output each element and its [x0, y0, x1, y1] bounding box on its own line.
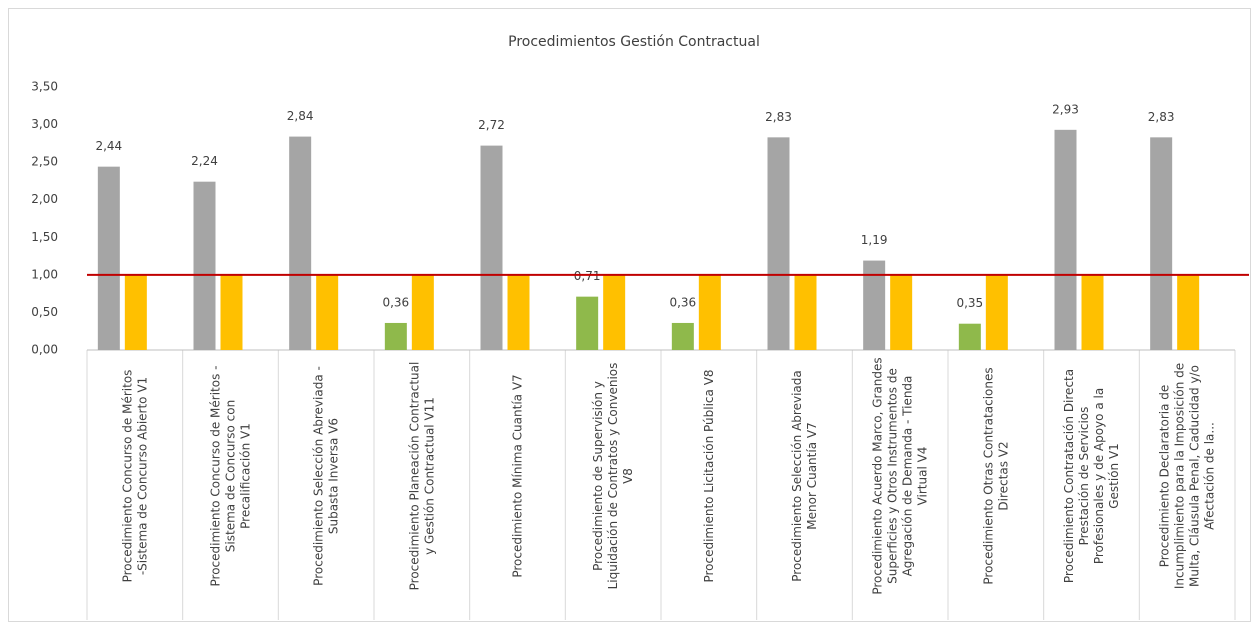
bar	[1054, 129, 1077, 350]
y-tick-label: 3,00	[31, 117, 58, 131]
x-tick-label-line: Procedimiento Planeación Contractual	[407, 362, 421, 591]
bar	[671, 322, 694, 350]
x-tick-label-line: Virtual V4	[915, 447, 929, 506]
bar	[958, 323, 981, 350]
x-tick-label-line: Procedimiento Concurso de Méritos -	[208, 366, 222, 587]
bar	[480, 145, 503, 350]
y-tick-label: 2,50	[31, 155, 58, 169]
x-tick-label: Procedimiento Licitación Pública V8	[701, 369, 715, 582]
bar	[863, 260, 886, 350]
chart-title: Procedimientos Gestión Contractual	[508, 34, 760, 50]
x-tick-label-line: Multa, Cláusula Penal, Caducidad y/o	[1187, 365, 1201, 587]
x-tick-label-line: Procedimiento de Supervisión y	[591, 381, 605, 571]
bar	[507, 274, 530, 350]
bar	[411, 274, 434, 350]
data-label: 2,93	[1052, 102, 1079, 116]
bar	[1150, 137, 1173, 350]
x-tick-label-line: -Sistema de Concurso Abierto V1	[135, 377, 149, 575]
x-tick-label: Procedimiento Concurso de Méritos -Siste…	[208, 366, 252, 587]
data-label: 2,44	[95, 139, 122, 153]
bar	[1177, 274, 1200, 350]
data-label: 0,36	[382, 295, 409, 309]
bar	[603, 274, 626, 350]
data-label: 0,36	[669, 295, 696, 309]
y-tick-label: 1,00	[31, 267, 58, 281]
x-tick-label: Procedimiento Concurso de Méritos-Sistem…	[120, 370, 149, 583]
bar	[220, 274, 243, 350]
data-label: 2,72	[478, 118, 505, 132]
y-tick-label: 2,00	[31, 192, 58, 206]
data-label: 2,83	[765, 110, 792, 124]
data-label: 2,84	[287, 109, 314, 123]
y-tick-label: 0,00	[31, 343, 58, 357]
x-tick-label-line: Prestación de Servicios	[1077, 407, 1091, 546]
data-label: 2,24	[191, 154, 218, 168]
x-tick-label: Procedimiento Acuerdo Marco, GrandesSupe…	[870, 357, 929, 594]
bar	[890, 274, 913, 350]
bar	[985, 274, 1008, 350]
x-tick-label-line: Afectación de la...	[1202, 422, 1216, 530]
x-tick-label-line: Precalificación V1	[238, 423, 252, 529]
data-label: 2,83	[1148, 110, 1175, 124]
data-label: 0,71	[574, 269, 601, 283]
x-tick-label: Procedimiento Declaratoria deIncumplimie…	[1157, 363, 1216, 589]
x-tick-label-line: Incumplimiento para la Imposición de	[1172, 363, 1186, 589]
bar	[384, 322, 407, 350]
x-tick-label: Procedimiento Mínima Cuantía V7	[510, 374, 524, 577]
x-tick-label-line: y Gestión Contractual V11	[422, 397, 436, 555]
x-tick-label: Procedimiento Planeación Contractualy Ge…	[407, 362, 436, 591]
x-tick-label: Procedimiento Contratación DirectaPresta…	[1062, 369, 1121, 583]
bar	[289, 136, 312, 350]
x-tick-label-line: Directas V2	[996, 441, 1010, 510]
y-tick-label: 3,50	[31, 80, 58, 94]
x-tick-label-line: Procedimiento Contratación Directa	[1062, 369, 1076, 583]
x-tick-label-line: Procedimiento Otras Contrataciones	[981, 367, 995, 584]
x-tick-label: Procedimiento Selección Abreviada -Subas…	[311, 366, 340, 586]
data-label: 1,19	[861, 233, 888, 247]
x-tick-label-line: Procedimiento Selección Abreviada	[790, 370, 804, 582]
x-tick-label-line: Procedimiento Concurso de Méritos	[120, 370, 134, 583]
bar	[124, 274, 147, 350]
data-label: 0,35	[956, 296, 983, 310]
y-tick-label: 1,50	[31, 230, 58, 244]
x-tick-label-line: Profesionales y de Apoyo a la	[1092, 388, 1106, 564]
bar	[1081, 274, 1104, 350]
bar	[316, 274, 339, 350]
x-tick-label-line: Procedimiento Mínima Cuantía V7	[510, 374, 524, 577]
x-tick-label-line: Subasta Inversa V6	[326, 418, 340, 534]
bar	[193, 181, 216, 350]
y-tick-label: 0,50	[31, 305, 58, 319]
x-tick-label-line: Superficies y Otros Instrumentos de	[885, 368, 899, 584]
x-tick-label-line: Menor Cuantía V7	[805, 422, 819, 529]
x-tick-label-line: Agregación de Demanda - Tienda	[900, 376, 914, 577]
x-tick-label-line: Gestión V1	[1107, 443, 1121, 509]
bar	[767, 137, 790, 350]
x-tick-label: Procedimiento Otras ContratacionesDirect…	[981, 367, 1010, 584]
x-tick-label-line: Procedimiento Licitación Pública V8	[701, 369, 715, 582]
x-tick-label-line: Sistema de Concurso con	[223, 400, 237, 552]
x-tick-label-line: V8	[621, 468, 635, 484]
x-tick-label: Procedimiento de Supervisión yLiquidació…	[591, 363, 635, 590]
bar	[576, 296, 599, 350]
bar	[97, 166, 120, 350]
x-tick-label-line: Procedimiento Acuerdo Marco, Grandes	[870, 357, 884, 594]
x-tick-label-line: Procedimiento Declaratoria de	[1157, 385, 1171, 568]
x-tick-label-line: Liquidación de Contratos y Convenios	[606, 363, 620, 590]
bar	[794, 274, 817, 350]
bar	[698, 274, 721, 350]
x-tick-label: Procedimiento Selección AbreviadaMenor C…	[790, 370, 819, 582]
x-tick-label-line: Procedimiento Selección Abreviada -	[311, 366, 325, 586]
